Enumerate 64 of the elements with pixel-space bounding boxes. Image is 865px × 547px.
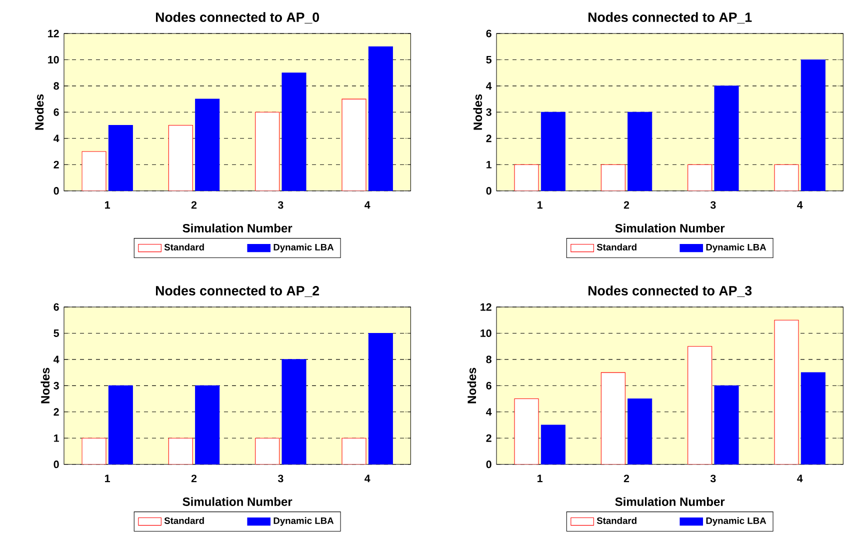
y-axis-title: Nodes: [40, 368, 50, 404]
x-tick-label: 3: [710, 474, 716, 482]
x-tick-label: 2: [191, 201, 197, 209]
y-tick-label: 10: [48, 56, 59, 64]
y-tick-label: 2: [486, 134, 492, 142]
x-axis-title: Simulation Number: [615, 497, 725, 506]
x-tick-label: 4: [364, 474, 370, 482]
x-axis-title: Simulation Number: [615, 224, 725, 232]
chart-title: Nodes connected to AP_0: [156, 12, 320, 24]
y-tick-label: 4: [54, 356, 60, 364]
legend-label: Dynamic LBA: [706, 517, 766, 526]
y-tick-label: 4: [486, 82, 492, 90]
y-tick-label: 3: [486, 108, 492, 116]
legend-label: Dynamic LBA: [706, 244, 766, 252]
y-tick-label: 10: [480, 329, 492, 337]
y-tick-label: 0: [54, 460, 59, 468]
y-tick-label: 2: [54, 160, 59, 168]
legend-label: Standard: [164, 517, 204, 524]
x-tick-label: 4: [797, 474, 803, 482]
y-tick-label: 6: [54, 108, 59, 116]
y-tick-label: 8: [486, 356, 492, 364]
x-tick-label: 1: [538, 474, 542, 482]
y-tick-label: 0: [486, 187, 492, 195]
x-tick-label: 4: [364, 201, 370, 209]
y-axis-title: Nodes: [34, 94, 44, 130]
y-tick-label: 6: [486, 382, 492, 390]
x-tick-label: 2: [191, 474, 197, 482]
y-tick-label: 6: [54, 303, 59, 311]
y-tick-label: 6: [486, 30, 492, 38]
x-axis-title: Simulation Number: [182, 224, 292, 232]
legend-label: Dynamic LBA: [274, 517, 334, 526]
y-tick-label: 0: [54, 187, 59, 195]
y-tick-label: 2: [54, 408, 59, 416]
y-axis-title: Nodes: [473, 94, 482, 130]
y-tick-label: 1: [54, 434, 59, 442]
legend-label: Dynamic LBA: [274, 244, 334, 252]
y-tick-label: 5: [54, 330, 59, 337]
y-tick-label: 12: [480, 303, 492, 311]
x-tick-label: 2: [624, 201, 630, 209]
y-axis-title: Nodes: [467, 368, 476, 404]
x-tick-label: 3: [710, 201, 716, 209]
chart-title: Nodes connected to AP_3: [588, 286, 752, 297]
y-tick-label: 3: [54, 382, 59, 390]
y-tick-label: 4: [486, 408, 492, 416]
x-tick-label: 3: [278, 474, 284, 482]
y-tick-label: 4: [54, 134, 60, 142]
y-tick-label: 1: [486, 160, 492, 168]
legend-label: Standard: [164, 244, 204, 250]
chart-title: Nodes connected to AP_2: [156, 286, 320, 297]
legend-label: Standard: [596, 244, 636, 250]
y-tick-label: 2: [486, 434, 492, 442]
x-tick-label: 2: [624, 474, 630, 482]
legend-label: Standard: [596, 517, 636, 524]
y-tick-label: 0: [486, 460, 492, 468]
y-tick-label: 12: [48, 30, 59, 38]
y-tick-label: 5: [486, 56, 492, 64]
x-tick-label: 3: [278, 201, 284, 209]
x-tick-label: 1: [105, 201, 110, 209]
y-tick-label: 8: [54, 82, 59, 90]
x-tick-label: 1: [538, 201, 542, 209]
x-axis-title: Simulation Number: [182, 497, 292, 506]
x-tick-label: 1: [105, 474, 110, 482]
chart-title: Nodes connected to AP_1: [588, 12, 752, 24]
x-tick-label: 4: [797, 201, 803, 209]
